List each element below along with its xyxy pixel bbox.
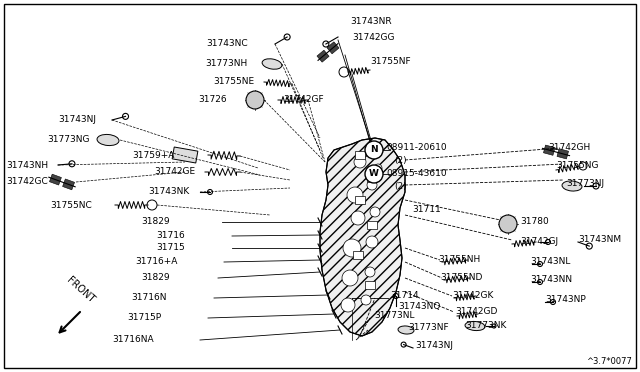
- Circle shape: [347, 187, 363, 203]
- Circle shape: [342, 270, 358, 286]
- Text: 31716NA: 31716NA: [113, 336, 154, 344]
- Text: 31743NK: 31743NK: [148, 187, 190, 196]
- Polygon shape: [63, 179, 74, 190]
- Text: 31755NG: 31755NG: [556, 161, 598, 170]
- Text: 08915-43610: 08915-43610: [386, 170, 447, 179]
- Text: 31773NH: 31773NH: [205, 60, 248, 68]
- Text: 31755NC: 31755NC: [51, 201, 92, 209]
- Text: 31743NR: 31743NR: [350, 17, 392, 26]
- Text: 31743NH: 31743NH: [6, 160, 48, 170]
- Text: 31773NF: 31773NF: [408, 324, 449, 333]
- Ellipse shape: [398, 326, 414, 334]
- Text: 31726: 31726: [198, 96, 227, 105]
- Circle shape: [361, 295, 371, 305]
- Bar: [367, 221, 377, 229]
- Ellipse shape: [465, 321, 485, 331]
- Text: 31742GK: 31742GK: [452, 292, 493, 301]
- Bar: [355, 151, 365, 159]
- Polygon shape: [172, 147, 198, 163]
- Polygon shape: [320, 138, 405, 336]
- Text: 31773NJ: 31773NJ: [566, 180, 604, 189]
- Text: 31773NL: 31773NL: [374, 311, 415, 321]
- Text: 31743NN: 31743NN: [530, 276, 572, 285]
- Text: 31743NC: 31743NC: [206, 39, 248, 48]
- Text: (2): (2): [394, 182, 406, 190]
- Bar: [367, 174, 377, 182]
- Circle shape: [341, 298, 355, 312]
- Text: 31742GF: 31742GF: [283, 96, 324, 105]
- Text: 31742GG: 31742GG: [352, 33, 394, 42]
- Polygon shape: [317, 50, 329, 62]
- Circle shape: [365, 267, 375, 277]
- Ellipse shape: [346, 313, 364, 323]
- Circle shape: [367, 180, 377, 190]
- Text: 31715: 31715: [156, 244, 185, 253]
- Text: 31742GE: 31742GE: [154, 167, 195, 176]
- Text: 31716: 31716: [156, 231, 185, 241]
- Text: 31755ND: 31755ND: [440, 273, 483, 282]
- Text: 31711: 31711: [412, 205, 441, 215]
- Text: 31755NH: 31755NH: [438, 256, 480, 264]
- Bar: [355, 196, 365, 204]
- Text: 31773NG: 31773NG: [47, 135, 90, 144]
- Polygon shape: [557, 149, 568, 159]
- Circle shape: [499, 215, 517, 233]
- Text: 08911-20610: 08911-20610: [386, 144, 447, 153]
- Text: 31743NJ: 31743NJ: [58, 115, 96, 125]
- Text: 31759+A: 31759+A: [132, 151, 175, 160]
- Circle shape: [370, 207, 380, 217]
- Text: 31743NM: 31743NM: [578, 235, 621, 244]
- Text: 31743NJ: 31743NJ: [415, 341, 453, 350]
- Text: 31742GJ: 31742GJ: [520, 237, 558, 247]
- Ellipse shape: [562, 181, 582, 191]
- Text: 31829: 31829: [141, 218, 170, 227]
- Polygon shape: [327, 42, 339, 54]
- Text: 31829: 31829: [141, 273, 170, 282]
- Circle shape: [365, 141, 383, 159]
- Text: 31780: 31780: [520, 218, 548, 227]
- Polygon shape: [49, 174, 61, 185]
- Text: 31773NK: 31773NK: [465, 321, 506, 330]
- Circle shape: [343, 239, 361, 257]
- Bar: [353, 251, 363, 259]
- Text: 31742GH: 31742GH: [548, 144, 590, 153]
- Text: FRONT: FRONT: [64, 275, 96, 305]
- Bar: [365, 281, 375, 289]
- Text: 31742GC: 31742GC: [6, 177, 48, 186]
- Text: W: W: [369, 170, 379, 179]
- Text: 31755NE: 31755NE: [213, 77, 254, 87]
- Text: 31742GD: 31742GD: [455, 308, 497, 317]
- Text: 31743NP: 31743NP: [545, 295, 586, 305]
- Circle shape: [246, 91, 264, 109]
- Text: N: N: [370, 145, 378, 154]
- Circle shape: [365, 165, 383, 183]
- Text: 31743NL: 31743NL: [530, 257, 570, 266]
- Text: 31743NQ: 31743NQ: [398, 301, 440, 311]
- Circle shape: [351, 211, 365, 225]
- Text: 31714: 31714: [390, 292, 419, 301]
- Text: (2): (2): [394, 155, 406, 164]
- Ellipse shape: [262, 59, 282, 69]
- Text: ^3.7*0077: ^3.7*0077: [586, 357, 632, 366]
- Text: 31716+A: 31716+A: [136, 257, 178, 266]
- Circle shape: [354, 156, 366, 168]
- Circle shape: [374, 164, 382, 172]
- Text: 31715P: 31715P: [127, 314, 161, 323]
- Ellipse shape: [97, 134, 119, 145]
- Text: 31716N: 31716N: [131, 294, 167, 302]
- Polygon shape: [543, 145, 555, 155]
- Text: 31755NF: 31755NF: [370, 58, 411, 67]
- Circle shape: [366, 236, 378, 248]
